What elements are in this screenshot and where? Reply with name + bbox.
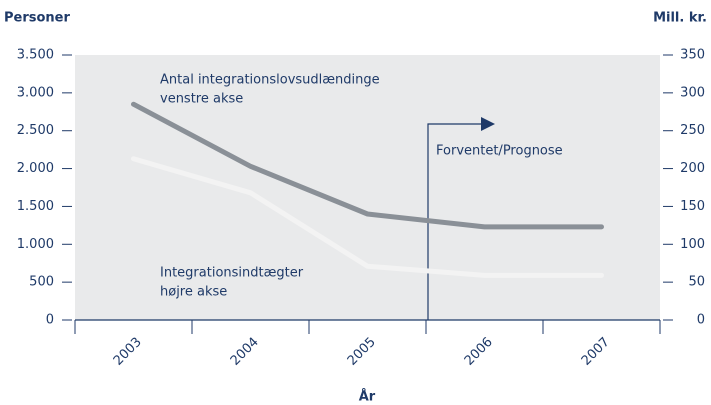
series-line (131, 156, 604, 278)
y2-axis-title: Mill. kr. (653, 11, 707, 26)
y2-tick-label: 250 (680, 123, 705, 138)
series-label: Integrationsindtægter (160, 266, 304, 281)
y-tick-label: 3.000 (17, 85, 54, 100)
series-line (131, 101, 604, 230)
y2-tick-label: 100 (680, 237, 705, 252)
x-tick-label: 2004 (228, 335, 262, 369)
arrow-head (481, 117, 495, 131)
x-axis-title: År (359, 389, 376, 405)
y2-tick-label: 300 (680, 85, 705, 100)
y-tick-label: 1.000 (17, 237, 54, 252)
x-tick-label: 2006 (462, 335, 496, 369)
x-tick-label: 2003 (111, 335, 145, 369)
y-tick-label: 3.500 (17, 48, 54, 63)
series-label: Antal integrationslovsudlændinge (160, 73, 380, 88)
annotation: venstre akse (160, 92, 243, 107)
y-axis-title: Personer (4, 11, 70, 26)
y2-tick-label: 50 (688, 275, 705, 290)
y-tick-label: 1.500 (17, 199, 54, 214)
y-tick-label: 0 (46, 313, 54, 328)
annotation: højre akse (160, 285, 227, 300)
annotation: Forventet/Prognose (436, 144, 563, 159)
y-tick-label: 500 (29, 275, 54, 290)
y2-tick-label: 350 (680, 48, 705, 63)
x-tick-label: 2007 (579, 335, 613, 369)
y2-tick-label: 0 (697, 313, 705, 328)
y-tick-label: 2.000 (17, 161, 54, 176)
y-tick-label: 2.500 (17, 123, 54, 138)
forecast-arrow (427, 123, 482, 320)
y2-tick-label: 150 (680, 199, 705, 214)
x-tick-label: 2005 (345, 335, 379, 369)
y2-tick-label: 200 (680, 161, 705, 176)
